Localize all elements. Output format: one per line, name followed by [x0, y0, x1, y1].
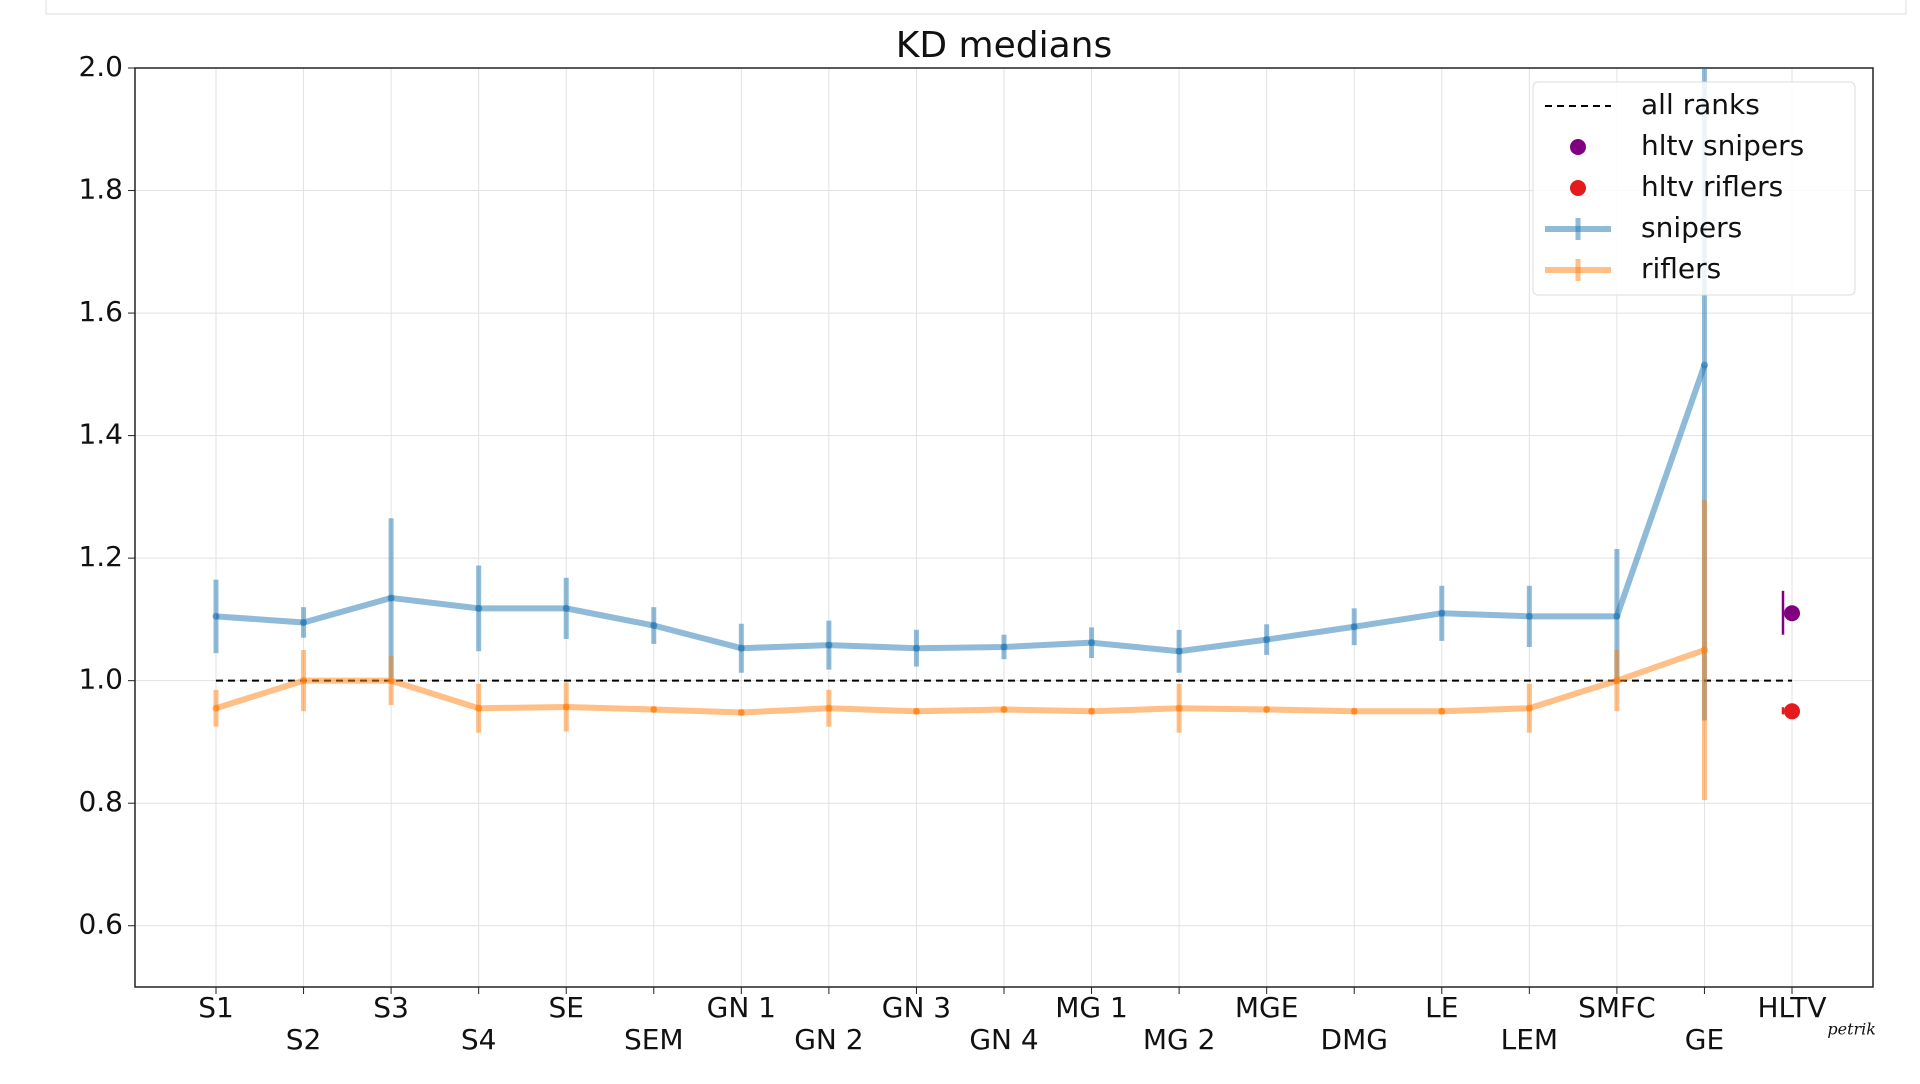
- point: [475, 604, 483, 612]
- point: [1350, 707, 1358, 715]
- point: [1784, 703, 1801, 720]
- point: [475, 704, 483, 712]
- legend-label: hltv riflers: [1641, 170, 1783, 203]
- point: [1525, 704, 1533, 712]
- point: [1263, 705, 1271, 713]
- legend-label: snipers: [1641, 211, 1742, 244]
- chart-title: KD medians: [896, 25, 1112, 66]
- point: [1613, 677, 1621, 685]
- series-line: [215, 647, 1706, 716]
- point: [1784, 605, 1801, 622]
- x-tick-label: S2: [286, 1023, 322, 1056]
- x-tick-label: GN 3: [882, 991, 951, 1024]
- x-tick-label: SEM: [624, 1023, 684, 1056]
- x-tick-label: GN 1: [707, 991, 776, 1024]
- x-tick-label: GE: [1685, 1023, 1724, 1056]
- point: [1175, 647, 1183, 655]
- x-tick-label: DMG: [1321, 1023, 1388, 1056]
- legend-label: hltv snipers: [1641, 129, 1804, 162]
- point: [562, 604, 570, 612]
- x-tick-label: S1: [198, 991, 234, 1024]
- point: [1700, 361, 1708, 369]
- point: [1525, 612, 1533, 620]
- y-tick-label: 1.0: [78, 663, 123, 696]
- y-tick-label: 2.0: [78, 50, 123, 83]
- x-tick-label: SMFC: [1578, 991, 1656, 1024]
- x-tick-label: MG 1: [1055, 991, 1128, 1024]
- x-tick-label: GN 4: [969, 1023, 1038, 1056]
- x-tick-label: SE: [548, 991, 583, 1024]
- series-line: [215, 364, 1708, 655]
- point: [912, 707, 920, 715]
- point: [1175, 704, 1183, 712]
- point: [1438, 609, 1446, 617]
- x-tick-label: MGE: [1235, 991, 1299, 1024]
- watermark: petrik: [1827, 1020, 1876, 1039]
- legend-swatch: [1570, 180, 1586, 196]
- point: [562, 703, 570, 711]
- point: [1700, 646, 1708, 654]
- point: [650, 705, 658, 713]
- plot-frame: [134, 67, 1874, 988]
- point: [1438, 707, 1446, 715]
- point: [1000, 705, 1008, 713]
- x-tick-label: S3: [373, 991, 409, 1024]
- x-tick-label: LEM: [1501, 1023, 1558, 1056]
- y-tick-label: 1.4: [78, 418, 123, 451]
- point: [1263, 636, 1271, 644]
- y-tick-label: 1.6: [78, 295, 123, 328]
- point: [912, 644, 920, 652]
- point: [1088, 639, 1096, 647]
- point: [212, 612, 220, 620]
- point: [1613, 612, 1621, 620]
- point: [212, 704, 220, 712]
- legend-swatch: [1570, 139, 1586, 155]
- point: [737, 709, 745, 717]
- x-tick-label: MG 2: [1143, 1023, 1216, 1056]
- point: [1350, 623, 1358, 631]
- legend-label: all ranks: [1641, 88, 1760, 121]
- point: [825, 641, 833, 649]
- point: [387, 677, 395, 685]
- point: [825, 704, 833, 712]
- point: [1000, 643, 1008, 651]
- point: [737, 644, 745, 652]
- point: [387, 594, 395, 602]
- x-tick-label: HLTV: [1757, 991, 1826, 1024]
- point: [300, 677, 308, 685]
- legend-label: riflers: [1641, 252, 1721, 285]
- legend-box: [1532, 81, 1856, 296]
- y-tick-label: 0.6: [78, 908, 123, 941]
- point: [650, 622, 658, 630]
- x-tick-label: S4: [461, 1023, 497, 1056]
- x-tick-label: LE: [1425, 991, 1458, 1024]
- y-tick-label: 1.8: [78, 173, 123, 206]
- x-tick-label: GN 2: [794, 1023, 863, 1056]
- y-tick-label: 0.8: [78, 785, 123, 818]
- point: [300, 618, 308, 626]
- top-cell-border: [45, 0, 1907, 15]
- y-tick-label: 1.2: [78, 540, 123, 573]
- point: [1088, 707, 1096, 715]
